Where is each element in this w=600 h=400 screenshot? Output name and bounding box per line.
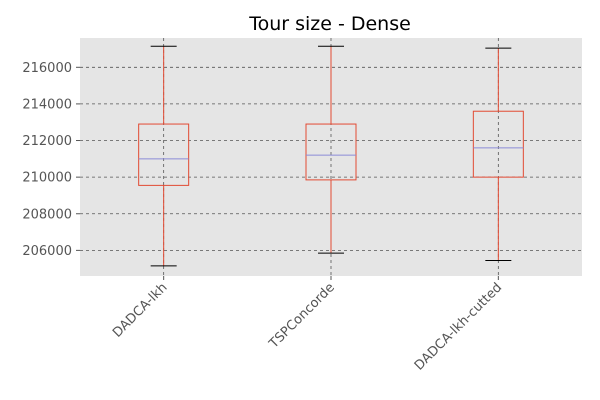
box-iqr — [138, 123, 190, 186]
y-tick-label: 212000 — [22, 134, 72, 149]
x-tick-label: DADCA-lkh-cutted — [412, 280, 505, 373]
y-tick-label: 206000 — [22, 244, 72, 259]
chart-title: Tour size - Dense — [248, 13, 411, 35]
box-iqr — [472, 110, 524, 178]
y-tick-label: 210000 — [22, 171, 72, 186]
y-tick-label: 216000 — [22, 61, 72, 76]
box-TSPConcorde — [305, 45, 357, 254]
box-layer — [138, 45, 524, 267]
box-DADCA-lkh — [138, 45, 190, 267]
x-axis-ticks: DADCA-lkh TSPConcorde DADCA-lkh-cutted — [110, 276, 505, 374]
x-tick-label: TSPConcorde — [266, 280, 338, 352]
y-tick-label: 208000 — [22, 207, 72, 222]
x-tick-label: DADCA-lkh — [110, 280, 170, 340]
box-iqr — [305, 123, 357, 181]
y-tick-label: 214000 — [22, 97, 72, 112]
y-axis-ticks: 206000 208000 210000 212000 214000 216000 — [22, 61, 80, 259]
box-DADCA-lkh-cutted — [472, 47, 524, 261]
